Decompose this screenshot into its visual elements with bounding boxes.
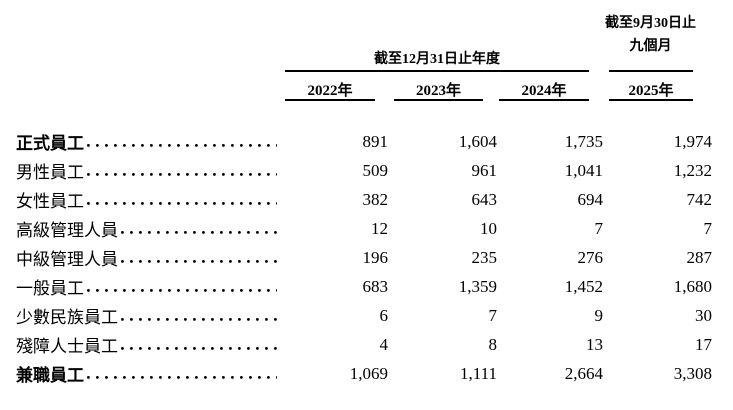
table-row-middle-management: 中級管理人員 196 235 276 287 <box>16 243 712 272</box>
col-group-interim-title-line1: 截至9月30日止 <box>605 16 696 31</box>
col-group-annual-title: 截至12月31日止年度 <box>374 52 500 67</box>
cell-2023: 235 <box>471 247 498 267</box>
cell-2025: 742 <box>686 189 713 209</box>
cell-2022: 4 <box>379 334 389 354</box>
cell-2024: 7 <box>594 218 604 238</box>
row-label: 男性員工 <box>16 163 84 182</box>
dot-leader <box>121 260 277 263</box>
cell-2024: 694 <box>577 189 604 209</box>
col-header-2025: 2025年 <box>628 83 674 99</box>
dot-leader <box>87 289 277 292</box>
dot-leader <box>121 347 277 350</box>
row-label: 高級管理人員 <box>16 221 118 240</box>
table-body: 正式員工 891 1,604 1,735 1,974 男性員工 509 961 … <box>16 127 712 388</box>
cell-2024: 276 <box>577 247 604 267</box>
cell-2025: 287 <box>686 247 713 267</box>
col-rule-2022 <box>285 99 375 101</box>
table-row-senior-management: 高級管理人員 12 10 7 7 <box>16 214 712 243</box>
cell-2024: 1,452 <box>564 276 603 296</box>
cell-2025: 1,232 <box>673 160 712 180</box>
cell-2023: 1,604 <box>458 131 497 151</box>
annual-group-rule <box>285 70 589 72</box>
table-row-full-time: 正式員工 891 1,604 1,735 1,974 <box>16 127 712 156</box>
cell-2022: 683 <box>362 276 389 296</box>
table-row-male: 男性員工 509 961 1,041 1,232 <box>16 156 712 185</box>
cell-2023: 10 <box>480 218 497 238</box>
cell-2022: 196 <box>362 247 389 267</box>
row-label: 正式員工 <box>16 134 84 153</box>
cell-2023: 1,111 <box>460 363 497 383</box>
cell-2023: 643 <box>471 189 498 209</box>
table-row-female: 女性員工 382 643 694 742 <box>16 185 712 214</box>
dot-leader <box>121 318 277 321</box>
row-label: 中級管理人員 <box>16 250 118 269</box>
cell-2023: 8 <box>488 334 498 354</box>
col-rule-2025 <box>609 99 693 101</box>
row-label: 一般員工 <box>16 279 84 298</box>
col-header-2024: 2024年 <box>521 83 567 99</box>
cell-2025: 1,680 <box>673 276 712 296</box>
interim-group-rule <box>609 70 693 72</box>
dot-leader <box>121 231 277 234</box>
cell-2022: 891 <box>362 131 389 151</box>
cell-2024: 13 <box>586 334 603 354</box>
col-header-2022: 2022年 <box>307 83 353 99</box>
table-row-general-staff: 一般員工 683 1,359 1,452 1,680 <box>16 272 712 301</box>
row-label: 殘障人士員工 <box>16 337 118 356</box>
cell-2022: 509 <box>362 160 389 180</box>
cell-2024: 2,664 <box>564 363 603 383</box>
table-row-part-time: 兼職員工 1,069 1,111 2,664 3,308 <box>16 359 712 388</box>
col-group-interim-title-line2: 九個月 <box>629 39 672 54</box>
cell-2025: 1,974 <box>673 131 712 151</box>
cell-2022: 382 <box>362 189 389 209</box>
col-header-2023: 2023年 <box>415 83 461 99</box>
dot-leader <box>87 144 277 147</box>
cell-2023: 961 <box>471 160 498 180</box>
dot-leader <box>87 173 277 176</box>
cell-2025: 3,308 <box>673 363 712 383</box>
dot-leader <box>87 202 277 205</box>
row-label: 兼職員工 <box>16 366 84 385</box>
cell-2024: 9 <box>594 305 604 325</box>
col-rule-2023 <box>394 99 483 101</box>
cell-2025: 7 <box>703 218 713 238</box>
cell-2025: 17 <box>695 334 712 354</box>
cell-2022: 1,069 <box>349 363 388 383</box>
cell-2023: 7 <box>488 305 498 325</box>
row-label: 少數民族員工 <box>16 308 118 327</box>
row-label: 女性員工 <box>16 192 84 211</box>
cell-2024: 1,041 <box>564 160 603 180</box>
cell-2022: 12 <box>371 218 388 238</box>
dot-leader <box>87 376 277 379</box>
cell-2022: 6 <box>379 305 389 325</box>
cell-2025: 30 <box>695 305 712 325</box>
cell-2023: 1,359 <box>458 276 497 296</box>
col-rule-2024 <box>499 99 589 101</box>
table-row-ethnic-minority: 少數民族員工 6 7 9 30 <box>16 301 712 330</box>
cell-2024: 1,735 <box>564 131 603 151</box>
table-row-disabled: 殘障人士員工 4 8 13 17 <box>16 330 712 359</box>
